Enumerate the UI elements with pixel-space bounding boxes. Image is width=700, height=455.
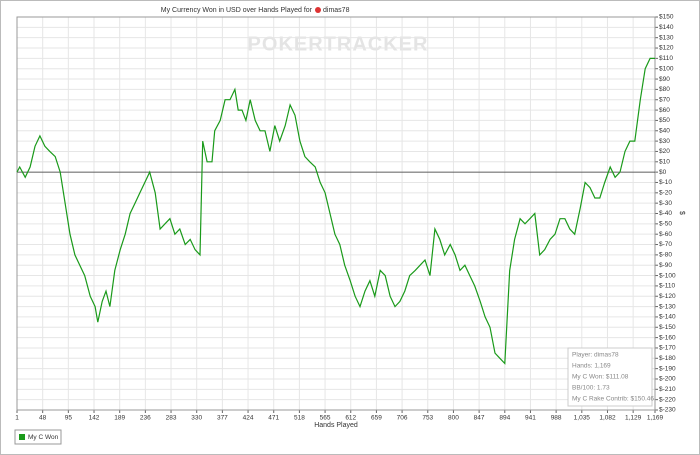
y-tick-label: $-20 (659, 190, 672, 197)
x-tick-label: 424 (243, 415, 254, 422)
y-tick-label: $-10 (659, 179, 672, 186)
legend-swatch (19, 434, 25, 440)
y-tick-label: $-220 (659, 396, 676, 403)
y-tick-label: $-140 (659, 314, 676, 321)
x-tick-label: 753 (422, 415, 433, 422)
x-tick-label: 236 (140, 415, 151, 422)
x-tick-label: 1,129 (625, 415, 642, 422)
info-line: Hands: 1,169 (572, 363, 611, 370)
info-line: My C Rake Contrib: $150.46 (572, 396, 654, 403)
y-tick-label: $-170 (659, 345, 676, 352)
x-tick-label: 48 (39, 415, 47, 422)
x-tick-label: 706 (397, 415, 408, 422)
player-name: dimas78 (323, 7, 350, 14)
y-tick-label: $140 (659, 24, 674, 31)
data-line (16, 57, 655, 365)
y-tick-label: $-160 (659, 334, 676, 341)
x-tick-label: 142 (89, 415, 100, 422)
info-line: BB/100: 1.73 (572, 385, 610, 392)
legend (14, 429, 62, 445)
y-tick-label: $-110 (659, 283, 676, 290)
player-icon (315, 7, 321, 13)
y-tick-label: $80 (659, 86, 670, 93)
y-tick-label: $100 (659, 65, 674, 72)
x-tick-label: 847 (474, 415, 485, 422)
x-tick-label: 800 (448, 415, 459, 422)
plot-border (16, 16, 656, 411)
y-tick-label: $-70 (659, 241, 672, 248)
y-tick-label: $-90 (659, 262, 672, 269)
watermark: POKERTRACKER (248, 33, 429, 55)
y-tick-label: $60 (659, 107, 670, 114)
y-tick-label: $-130 (659, 303, 676, 310)
y-tick-label: $40 (659, 127, 670, 134)
x-tick-label: 894 (499, 415, 510, 422)
y-tick-label: $150 (659, 14, 674, 21)
y-tick-label: $-40 (659, 210, 672, 217)
x-tick-label: 471 (268, 415, 279, 422)
y-tick-label: $110 (659, 55, 673, 62)
x-tick-label: 565 (320, 415, 331, 422)
y-tick-label: $-50 (659, 221, 672, 228)
y-tick-label: $130 (659, 34, 674, 41)
y-tick-label: $-100 (659, 272, 676, 279)
y-tick-label: $10 (659, 159, 670, 166)
info-box: Player: dimas78 Hands: 1,169 My C Won: $11… (567, 347, 654, 407)
y-tick-label: $70 (659, 96, 670, 103)
x-tick-label: 518 (294, 415, 305, 422)
x-tick-label: 377 (217, 415, 228, 422)
x-tick-label: 330 (191, 415, 202, 422)
y-axis-label: $ (678, 211, 685, 215)
x-tick-label: 659 (371, 415, 382, 422)
y-tick-label: $20 (659, 148, 670, 155)
x-tick-label: 1 (15, 415, 19, 422)
legend-label: My C Won (28, 434, 59, 441)
y-tick-label: $-60 (659, 231, 672, 238)
y-tick-label: $50 (659, 117, 670, 124)
y-tick-label: $-190 (659, 365, 676, 372)
y-tick-label: $-30 (659, 200, 672, 207)
info-box-bg (567, 347, 653, 407)
y-tick-label: $-120 (659, 293, 676, 300)
y-tick-label: $-150 (659, 324, 676, 331)
y-tick-label: $120 (659, 45, 674, 52)
y-tick-label: $-200 (659, 376, 676, 383)
x-tick-label: 988 (551, 415, 562, 422)
x-tick-label: 1,082 (599, 415, 616, 422)
y-tick-label: $30 (659, 138, 670, 145)
chart-title: My Currency Won in USD over Hands Played… (161, 7, 313, 14)
x-tick-label: 941 (525, 415, 536, 422)
y-tick-label: $-210 (659, 386, 676, 393)
info-line: Player: dimas78 (572, 352, 619, 359)
x-tick-label: 189 (114, 415, 125, 422)
x-tick-label: 1,169 (647, 415, 664, 422)
y-tick-label: $-180 (659, 355, 676, 362)
x-tick-label: 95 (65, 415, 73, 422)
y-tick-label: $-230 (659, 407, 676, 414)
x-axis-label: Hands Played (314, 422, 358, 429)
x-tick-label: 612 (345, 415, 356, 422)
y-tick-label: $0 (659, 169, 667, 176)
y-tick-label: $90 (659, 76, 670, 83)
x-tick-label: 283 (166, 415, 177, 422)
y-tick-label: $-80 (659, 252, 672, 259)
info-line: My C Won: $111.08 (572, 374, 629, 381)
x-tick-label: 1,035 (574, 415, 591, 422)
